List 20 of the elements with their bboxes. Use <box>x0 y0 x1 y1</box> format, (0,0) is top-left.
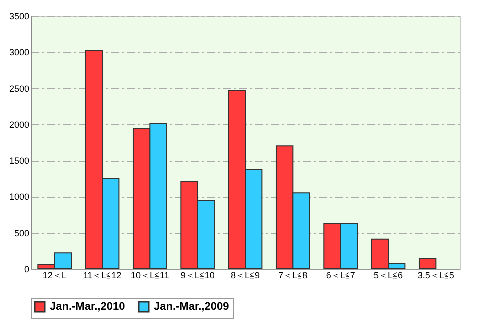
y-tick-label: 3500 <box>9 12 30 22</box>
x-tick-label: 6＜L≦7 <box>326 270 356 280</box>
x-tick-label: 11＜L≦12 <box>83 270 122 280</box>
legend-label: Jan.-Mar.,2009 <box>154 301 230 313</box>
y-tick-label: 500 <box>14 228 30 238</box>
x-tick-label: 12＜L <box>42 270 67 280</box>
x-tick-label: 7＜L≦8 <box>278 270 308 280</box>
y-tick-label: 3000 <box>9 48 30 58</box>
y-tick-label: 2000 <box>9 120 30 130</box>
x-tick-label: 9＜L≦10 <box>180 270 215 280</box>
x-tick-label: 8＜L≦9 <box>230 270 260 280</box>
y-tick-label: 2500 <box>9 84 30 94</box>
y-tick-label: 1000 <box>9 192 30 202</box>
legend-label: Jan.-Mar.,2010 <box>50 301 126 313</box>
x-tick-label: 5＜L≦6 <box>374 270 404 280</box>
x-tick-label: 3.5＜L≦5 <box>418 270 454 280</box>
y-tick-label: 0 <box>24 264 30 274</box>
y-tick-label: 1500 <box>9 156 30 166</box>
x-tick-label: 10＜L≦11 <box>130 270 170 280</box>
bar <box>418 258 437 270</box>
